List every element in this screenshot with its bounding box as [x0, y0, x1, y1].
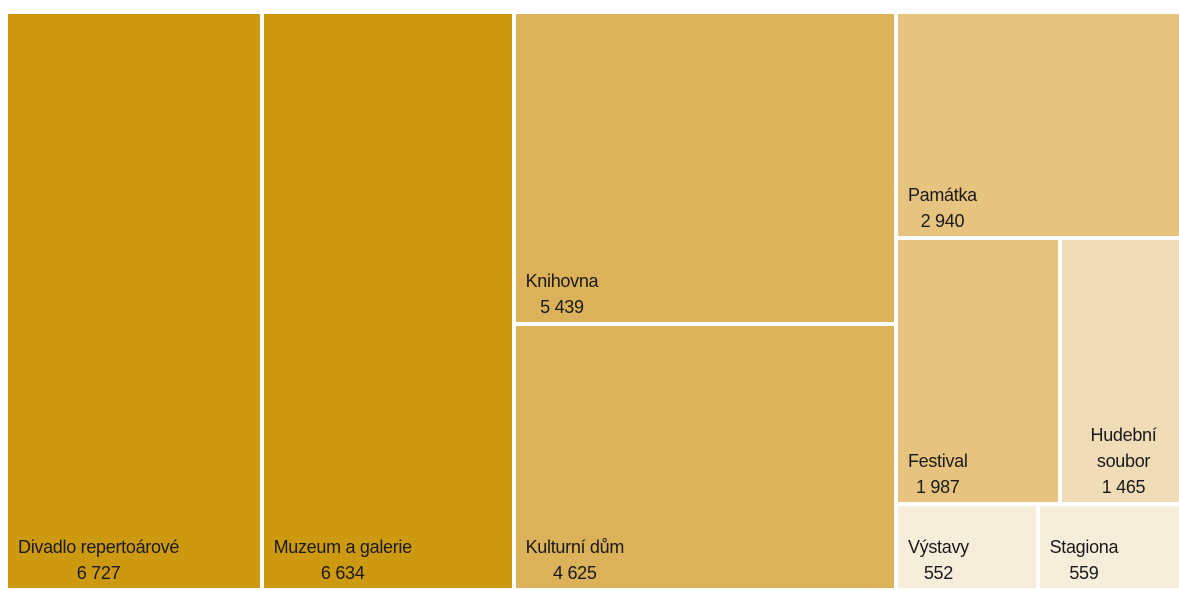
- treemap: Divadlo repertoárové 6 727 Muzeum a galeri…: [6, 12, 1179, 590]
- tile-label: Knihovna 5 439: [526, 268, 599, 320]
- tile: Hudební soubor 1 465: [1060, 238, 1179, 505]
- tile: Kulturní dům 4 625: [513, 324, 896, 590]
- tile: Památka 2 940: [895, 12, 1179, 239]
- category-label: Hudební soubor: [1090, 425, 1157, 472]
- tile-label: Divadlo repertoárové 6 727: [18, 534, 179, 586]
- value-label: 6 727: [76, 563, 121, 583]
- value-label: 2 940: [920, 211, 965, 232]
- value-label: 552: [923, 562, 953, 583]
- tile-label: Hudební soubor 1 465: [1072, 422, 1175, 500]
- tile: Stagiona 559: [1037, 504, 1179, 590]
- category-label: Divadlo repertoárové: [18, 537, 180, 557]
- category-label: Knihovna: [525, 271, 599, 292]
- category-label: Výstavy: [907, 536, 969, 557]
- tile-label: Výstavy 552: [908, 534, 969, 586]
- tile-label: Muzeum a galerie 6 634: [273, 534, 413, 586]
- tile-label: Památka 2 940: [908, 182, 977, 234]
- tile: Výstavy 552: [895, 504, 1038, 590]
- tile: Festival 1 987: [895, 238, 1060, 505]
- value-label: 1 987: [915, 477, 960, 498]
- tile-label: Kulturní dům 4 625: [525, 534, 625, 586]
- category-label: Kulturní dům: [525, 537, 625, 557]
- category-label: Festival: [907, 451, 968, 472]
- category-label: Památka: [907, 185, 977, 206]
- tile-label: Stagiona 559: [1050, 534, 1119, 586]
- tile-label: Festival 1 987: [908, 448, 968, 500]
- value-label: 559: [1069, 562, 1099, 583]
- value-label: 4 625: [553, 563, 597, 583]
- category-label: Muzeum a galerie: [273, 537, 413, 557]
- value-label: 6 634: [320, 563, 365, 583]
- tile: Divadlo repertoárové 6 727: [6, 12, 262, 590]
- value-label: 5 439: [540, 297, 584, 318]
- tile: Knihovna 5 439: [513, 12, 896, 325]
- value-label: 1 465: [1101, 477, 1146, 498]
- tile: Muzeum a galerie 6 634: [261, 12, 514, 590]
- category-label: Stagiona: [1049, 536, 1119, 557]
